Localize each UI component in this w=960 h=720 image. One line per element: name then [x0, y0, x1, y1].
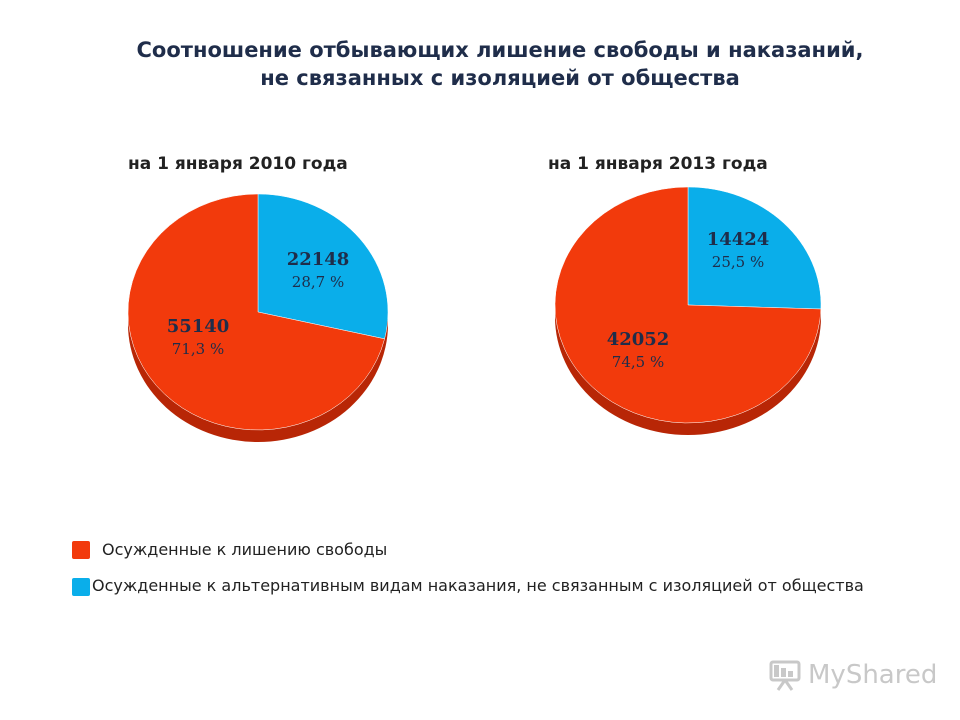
pie-2010-value-imprisonment: 55140: [167, 316, 230, 337]
legend-item-alternative: Осужденные к альтернативным видам наказа…: [72, 576, 892, 596]
legend-swatch-imprisonment: [72, 541, 90, 559]
legend-swatch-alternative: [72, 578, 90, 596]
pie-2010: 55140 71,3 % 22148 28,7 %: [127, 193, 389, 442]
chart-title-line-1: Соотношение отбывающих лишение свободы и…: [136, 38, 864, 62]
pie-2010-title: на 1 января 2010 года: [128, 154, 348, 174]
pie-2010-percent-imprisonment: 71,3 %: [172, 340, 224, 358]
chart-title: Соотношение отбывающих лишение свободы и…: [60, 36, 940, 92]
pie-2013-value-alternative: 14424: [707, 229, 770, 250]
pie-2013-value-imprisonment: 42052: [607, 329, 670, 350]
presentation-board-icon: [769, 660, 801, 691]
pie-2010-value-alternative: 22148: [287, 249, 350, 270]
pie-2010-slice-alternative: [257, 193, 389, 340]
pie-2010-percent-alternative: 28,7 %: [292, 273, 344, 291]
watermark: MyShared: [768, 656, 937, 696]
pie-2013-percent-imprisonment: 74,5 %: [612, 353, 664, 371]
pie-2013-title: на 1 января 2013 года: [548, 154, 768, 174]
pie-2013-slice-imprisonment: [554, 186, 822, 424]
watermark-text: MyShared: [808, 660, 938, 690]
legend-label-alternative: Осужденные к альтернативным видам наказа…: [92, 576, 864, 595]
legend-label-imprisonment: Осужденные к лишению свободы: [102, 540, 388, 559]
pie-2013: 42052 74,5 % 14424 25,5 %: [554, 186, 822, 435]
chart-title-line-2: не связанных с изоляцией от общества: [260, 66, 740, 90]
pie-2013-slice-alternative: [687, 186, 822, 310]
pie-2010-slice-imprisonment: [127, 193, 385, 431]
pie-2013-percent-alternative: 25,5 %: [712, 253, 764, 271]
